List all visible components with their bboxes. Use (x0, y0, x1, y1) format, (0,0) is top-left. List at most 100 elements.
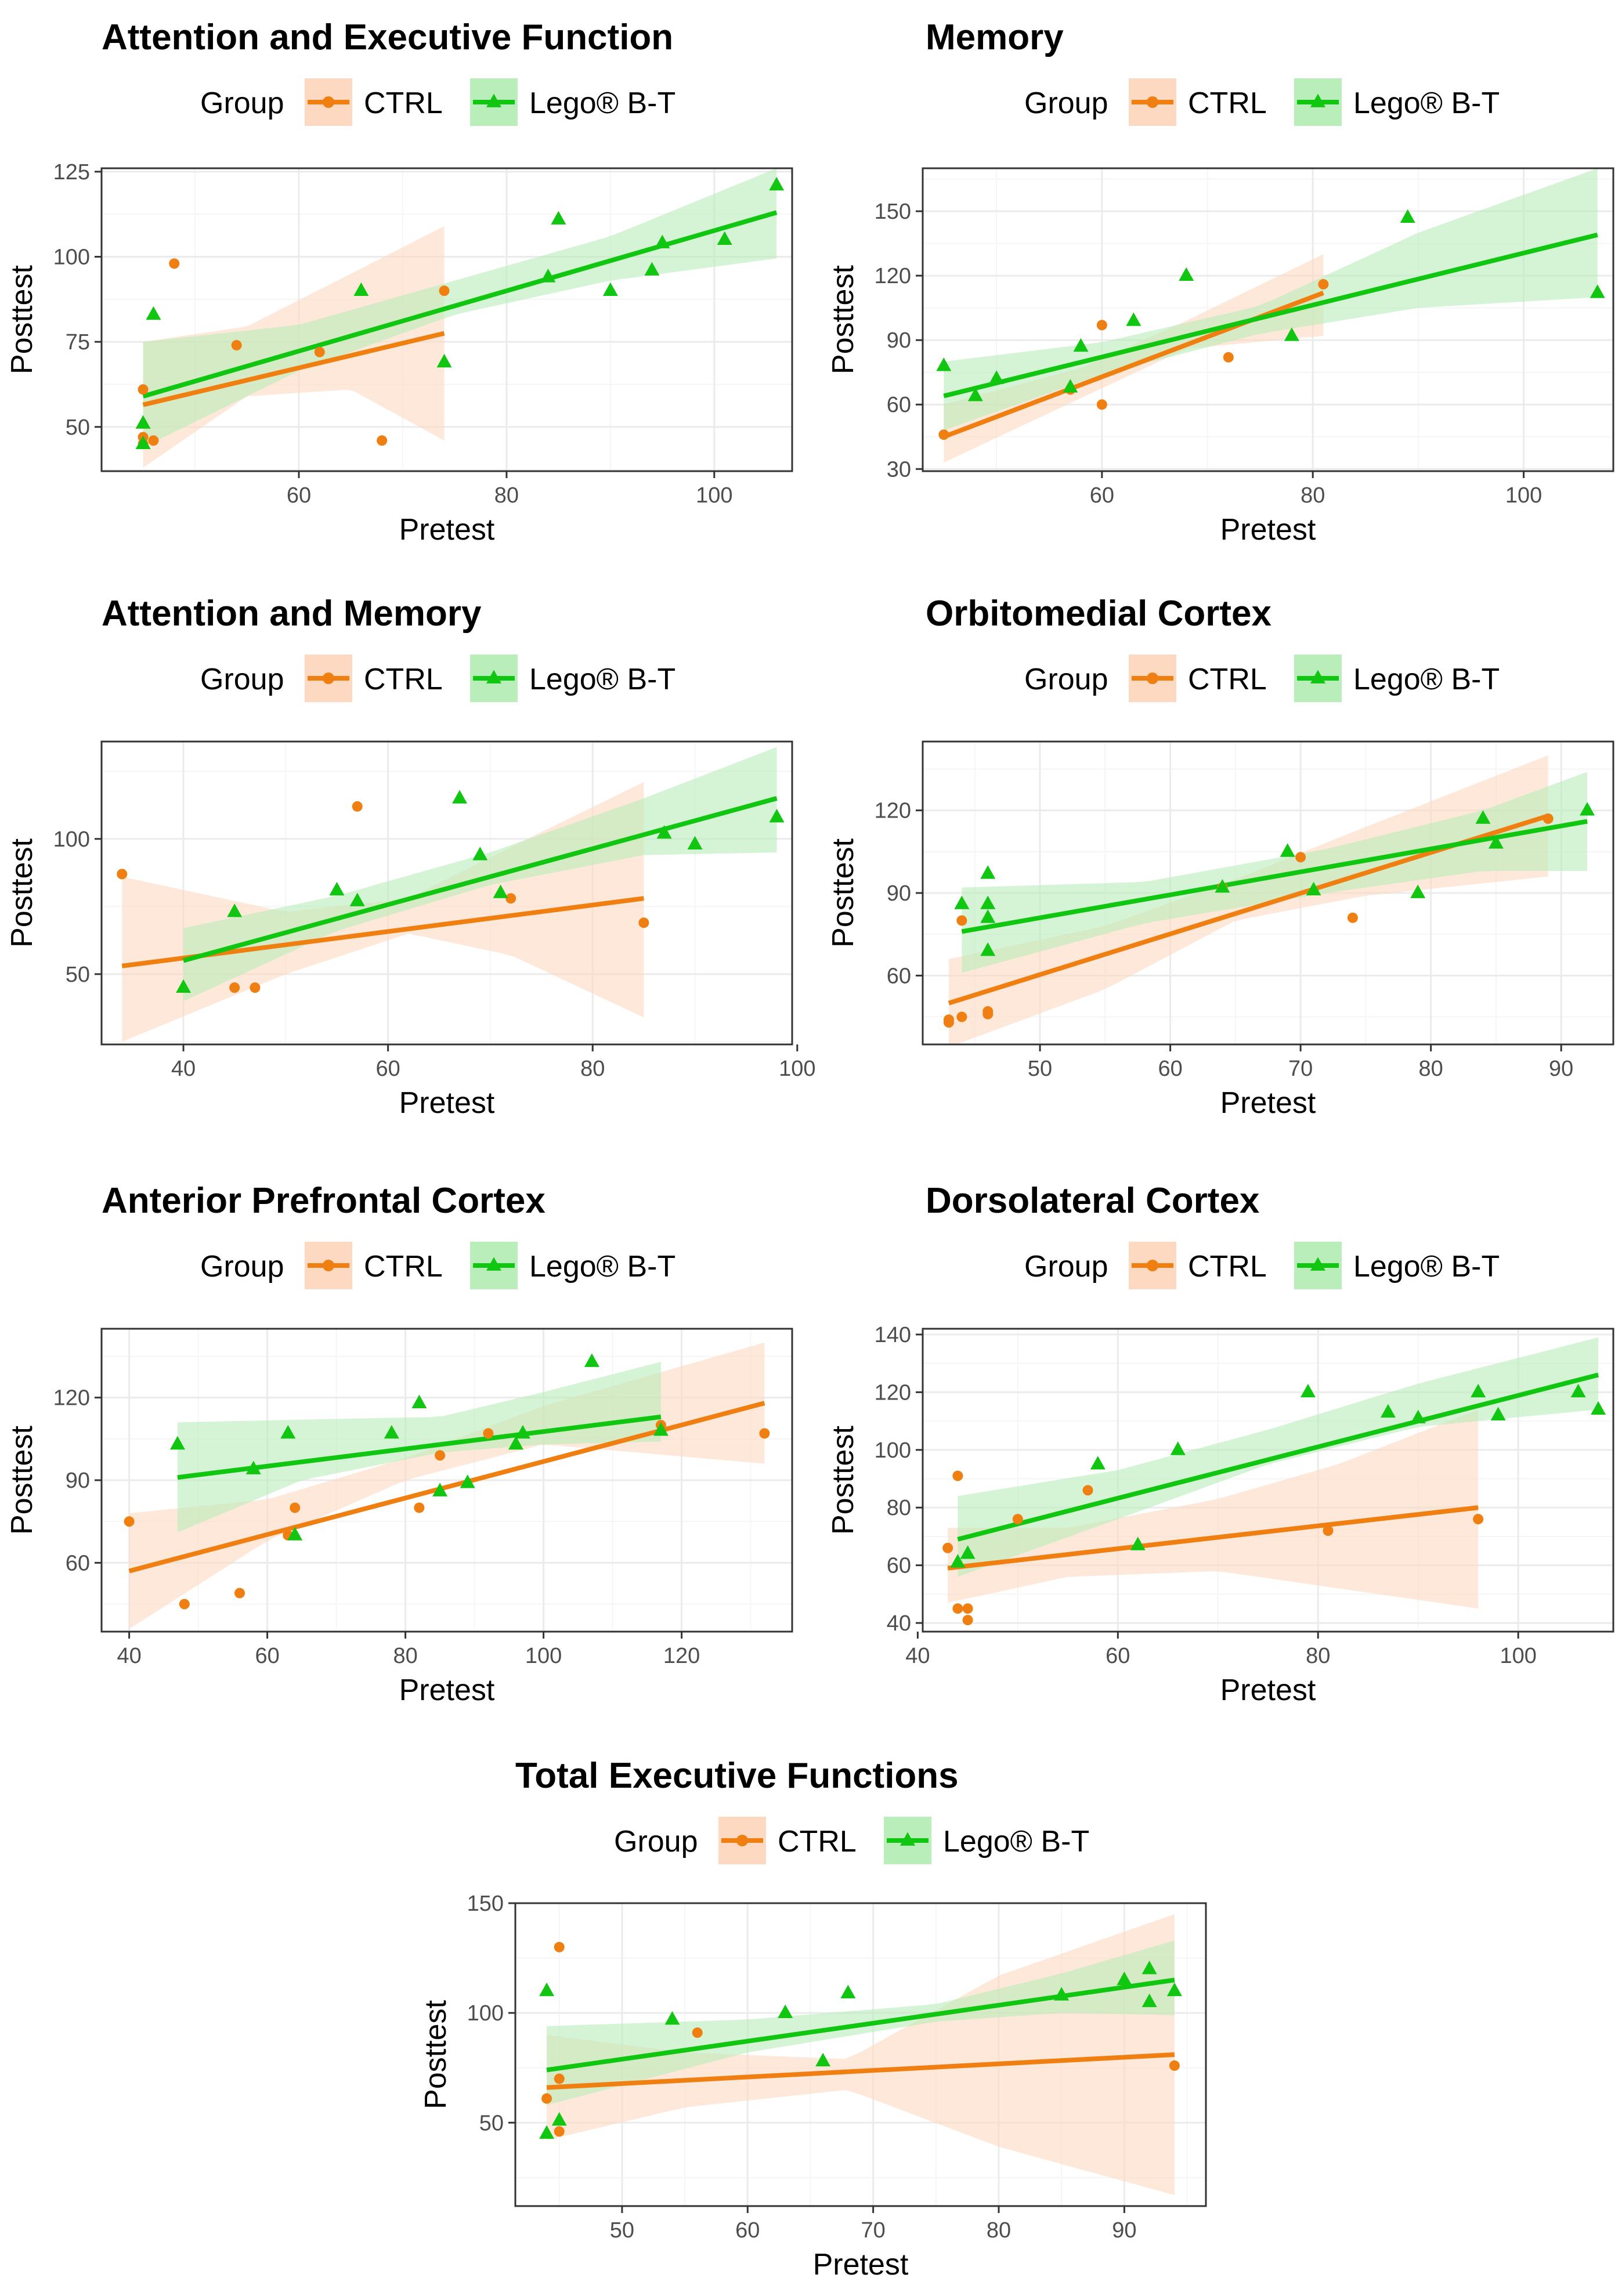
data-point-lego (1488, 835, 1504, 849)
fit-line-lego (961, 819, 1588, 934)
legend-title: Group (614, 1825, 698, 1859)
data-point-lego (1380, 1404, 1396, 1418)
data-point-lego (539, 2125, 555, 2139)
x-tick-label: 50 (610, 2218, 634, 2243)
data-point-lego (1590, 284, 1605, 298)
data-point-lego (384, 1424, 399, 1439)
data-point-ctrl (554, 1941, 565, 1952)
legend-key-lego-marker (1310, 93, 1325, 107)
data-point-ctrl (377, 435, 388, 446)
data-point-ctrl (290, 1502, 301, 1513)
fit-line-ctrl (142, 331, 445, 407)
data-point-ctrl (692, 2027, 703, 2038)
chart-title: Orbitomedial Cortex (926, 594, 1272, 634)
y-axis-label: Posttest (826, 1426, 860, 1535)
data-point-ctrl (982, 1006, 994, 1017)
y-tick-label: 50 (66, 963, 90, 987)
x-axis-label: Pretest (399, 1086, 495, 1120)
legend-key-lego-marker (1310, 670, 1325, 684)
data-point-lego (656, 825, 672, 839)
data-point-ctrl (505, 893, 516, 904)
plot-area (943, 755, 1595, 1044)
fit-line-lego (177, 1414, 662, 1480)
data-point-ctrl (179, 1599, 190, 1610)
data-point-lego (1284, 327, 1299, 341)
data-point-ctrl (169, 258, 180, 269)
x-tick-label: 100 (696, 483, 732, 508)
data-point-ctrl (414, 1502, 425, 1513)
data-point-lego (815, 2052, 831, 2067)
data-point-lego (1179, 267, 1194, 281)
plot-area (135, 168, 785, 468)
data-point-ctrl (439, 285, 450, 297)
data-point-lego (653, 1422, 669, 1436)
y-tick-label: 50 (479, 2111, 504, 2135)
legend: Group CTRL Lego® B-T (200, 1242, 675, 1289)
y-tick-label: 120 (53, 1386, 90, 1411)
legend: Group CTRL Lego® B-T (1024, 78, 1500, 126)
data-point-ctrl (952, 1603, 963, 1614)
data-point-ctrl (124, 1516, 135, 1527)
legend-title: Group (1024, 663, 1108, 696)
data-point-lego (135, 415, 151, 429)
data-point-ctrl (1295, 852, 1306, 863)
x-tick-label: 40 (171, 1057, 196, 1081)
data-point-ctrl (956, 915, 967, 926)
x-tick-label: 60 (375, 1057, 400, 1081)
y-axis-label: Posttest (826, 265, 860, 374)
data-point-lego (960, 1545, 976, 1559)
chart-title: Attention and Memory (102, 594, 482, 634)
x-tick-label: 50 (1028, 1057, 1052, 1081)
y-tick-label: 60 (887, 964, 911, 988)
legend-key-ctrl-marker (323, 1260, 334, 1271)
legend-label-lego: Lego® B-T (1353, 86, 1500, 120)
data-point-lego (1400, 209, 1415, 223)
data-point-lego (1170, 1441, 1186, 1455)
data-point-lego (353, 282, 369, 297)
legend-key-lego-marker (486, 93, 501, 107)
y-tick-label: 100 (467, 2001, 504, 2026)
data-point-lego (135, 435, 151, 449)
legend-label-ctrl: CTRL (1188, 1250, 1267, 1283)
y-tick-label: 40 (887, 1611, 911, 1636)
legend-key-ctrl-marker (736, 1835, 748, 1846)
data-point-ctrl (352, 801, 363, 812)
x-tick-label: 80 (393, 1644, 417, 1668)
y-axis-label: Posttest (5, 265, 39, 374)
x-tick-label: 90 (1112, 2218, 1136, 2243)
plot-area (124, 1342, 770, 1629)
data-point-lego (349, 892, 365, 906)
chart-title: Total Executive Functions (515, 1756, 959, 1796)
chart-panel-3: Attention and Memory Group CTRL Lego® B-T 40… (5, 594, 816, 1120)
data-point-lego (1570, 1383, 1586, 1398)
confidence-band-lego (143, 168, 777, 447)
x-tick-label: 100 (1500, 1644, 1536, 1668)
data-point-lego (1215, 879, 1230, 893)
data-point-lego (1063, 379, 1078, 393)
data-point-lego (1126, 312, 1141, 326)
data-point-lego (1471, 1383, 1486, 1398)
legend-title: Group (1024, 86, 1108, 120)
data-point-lego (840, 1984, 856, 1998)
data-point-ctrl (1323, 1525, 1334, 1536)
x-axis-label: Pretest (399, 513, 495, 547)
data-point-lego (936, 357, 952, 371)
y-tick-label: 90 (66, 1469, 90, 1493)
data-point-ctrl (638, 917, 649, 928)
data-point-ctrl (250, 982, 261, 993)
data-point-ctrl (1542, 813, 1554, 824)
chart-panel-2: Memory Group CTRL Lego® B-T 60 80 100 30 60 90 120… (826, 17, 1614, 547)
data-point-lego (411, 1394, 427, 1409)
legend-label-ctrl: CTRL (1188, 663, 1267, 696)
data-point-lego (539, 1982, 555, 1997)
y-tick-label: 60 (887, 1554, 911, 1578)
data-point-lego (644, 262, 660, 276)
data-point-ctrl (956, 1011, 967, 1022)
fit-line-lego (957, 1372, 1599, 1542)
data-point-ctrl (938, 429, 949, 440)
data-point-lego (980, 942, 996, 956)
data-point-lego (1130, 1536, 1146, 1550)
y-tick-label: 150 (875, 200, 911, 224)
y-tick-label: 100 (875, 1438, 911, 1463)
data-point-lego (515, 1424, 530, 1439)
